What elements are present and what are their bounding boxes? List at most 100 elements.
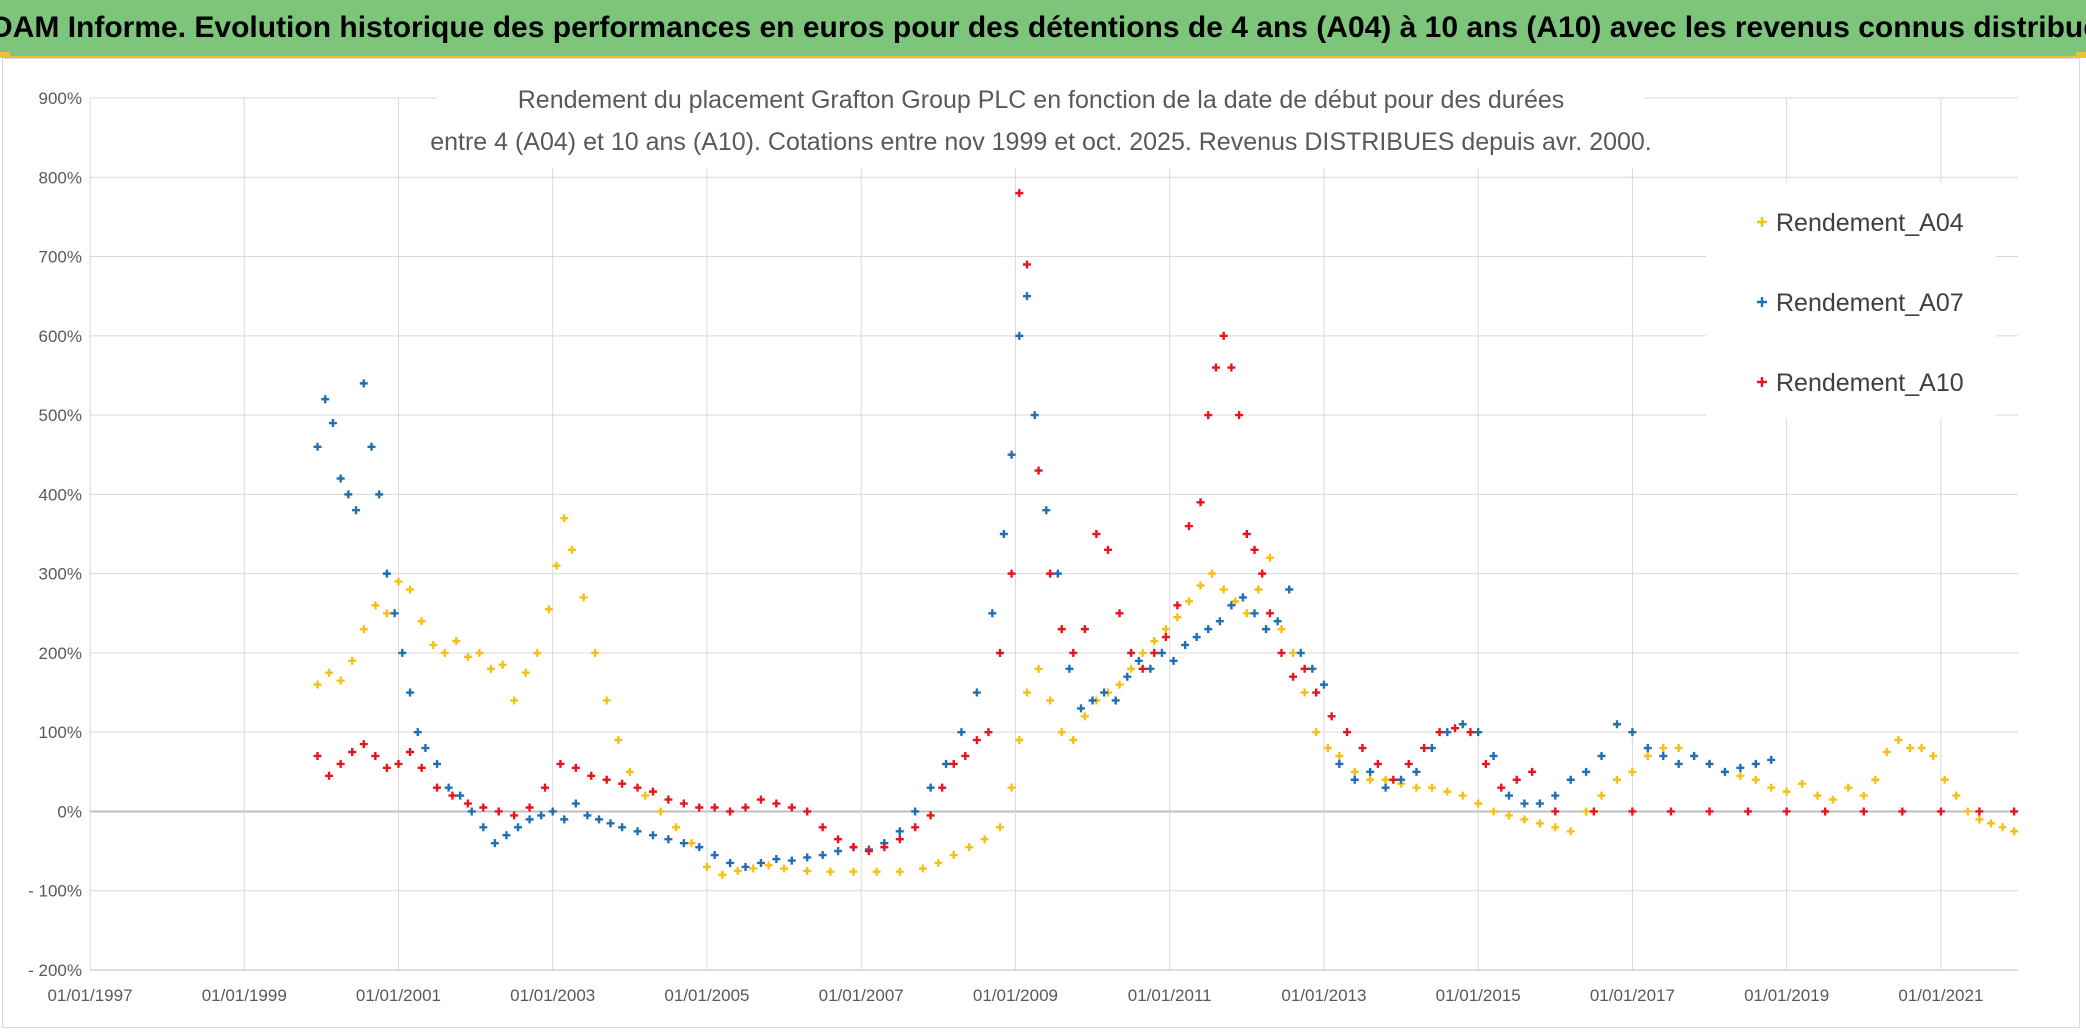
data-point <box>1343 728 1352 737</box>
data-point <box>1076 704 1085 713</box>
data-point <box>1751 775 1760 784</box>
data-point <box>382 763 391 772</box>
legend: Rendement_A04 Rendement_A07 Rendement_A10 <box>1757 209 1964 397</box>
data-point <box>571 763 580 772</box>
x-tick-label: 01/01/2007 <box>819 986 904 1005</box>
data-point <box>429 640 438 649</box>
data-point <box>1705 759 1714 768</box>
data-point <box>1111 696 1120 705</box>
data-point <box>1007 569 1016 578</box>
data-point <box>1666 807 1675 816</box>
data-point <box>849 867 858 876</box>
data-point <box>1308 664 1317 673</box>
data-point <box>1597 791 1606 800</box>
data-point <box>1358 744 1367 753</box>
legend-label: Rendement_A10 <box>1776 369 1964 397</box>
data-point <box>1736 771 1745 780</box>
data-point <box>1015 189 1024 198</box>
data-point <box>695 803 704 812</box>
data-point <box>957 728 966 737</box>
data-point <box>949 851 958 860</box>
x-tick-label: 01/01/2021 <box>1898 986 1983 1005</box>
data-point <box>1092 530 1101 538</box>
data-point <box>325 668 334 677</box>
data-point <box>560 815 569 824</box>
data-point <box>1859 791 1868 800</box>
data-point <box>1127 664 1136 673</box>
data-point <box>359 625 368 634</box>
data-point <box>1258 569 1267 578</box>
data-point <box>965 843 974 852</box>
data-point <box>1069 648 1078 657</box>
data-point <box>494 807 503 816</box>
y-tick-label: 500% <box>39 406 82 425</box>
data-point <box>949 759 958 768</box>
data-point <box>726 807 735 816</box>
data-point <box>1173 613 1182 622</box>
data-point <box>521 668 530 677</box>
data-point <box>1150 648 1159 657</box>
data-point <box>1192 633 1201 642</box>
data-point <box>421 744 430 753</box>
data-point <box>1474 799 1483 808</box>
data-point <box>1300 688 1309 697</box>
data-point <box>895 827 904 836</box>
data-point <box>787 803 796 812</box>
data-point <box>1975 807 1984 816</box>
data-point <box>1505 811 1514 820</box>
x-tick-label: 01/01/1997 <box>47 986 132 1005</box>
data-point <box>1080 712 1089 721</box>
data-point <box>394 759 403 768</box>
grid-layer <box>89 97 2018 971</box>
data-point <box>679 799 688 808</box>
data-point <box>2010 807 2019 816</box>
data-point <box>1798 779 1807 788</box>
data-point <box>633 783 642 792</box>
data-point <box>1435 728 1444 737</box>
data-point <box>1138 648 1147 657</box>
data-point <box>1265 553 1274 562</box>
data-point <box>371 751 380 760</box>
data-point <box>1551 807 1560 816</box>
data-point <box>1782 787 1791 796</box>
data-point <box>1065 664 1074 673</box>
data-point <box>999 530 1008 538</box>
y-tick-label: - 200% <box>28 961 82 980</box>
data-point <box>2010 827 2019 836</box>
legend-label: Rendement_A07 <box>1776 289 1964 317</box>
chart-frame <box>2 58 2080 1028</box>
data-point <box>541 783 550 792</box>
legend-box <box>1706 182 1996 418</box>
data-point <box>1404 759 1413 768</box>
data-point <box>328 419 337 428</box>
data-point <box>972 736 981 745</box>
data-point <box>718 870 727 879</box>
data-point <box>772 799 781 808</box>
data-point <box>1366 767 1375 776</box>
data-point <box>1582 767 1591 776</box>
data-point <box>371 601 380 610</box>
data-point <box>336 759 345 768</box>
data-point <box>1227 601 1236 610</box>
data-point <box>625 767 634 776</box>
y-tick-label: 800% <box>39 168 82 187</box>
x-tick-label: 01/01/2001 <box>356 986 441 1005</box>
data-point <box>1007 450 1016 459</box>
data-point <box>1427 783 1436 792</box>
data-point <box>618 823 627 832</box>
data-point <box>591 648 600 657</box>
data-point <box>980 835 989 844</box>
data-point <box>1720 767 1729 776</box>
data-point <box>1397 775 1406 784</box>
data-point <box>336 474 345 483</box>
data-point <box>702 862 711 871</box>
data-point <box>1381 783 1390 792</box>
data-point <box>1705 807 1714 816</box>
data-point <box>313 751 322 760</box>
data-point <box>895 867 904 876</box>
data-point <box>602 696 611 705</box>
data-point <box>1208 569 1217 578</box>
data-point <box>664 835 673 844</box>
data-point <box>1046 569 1055 578</box>
